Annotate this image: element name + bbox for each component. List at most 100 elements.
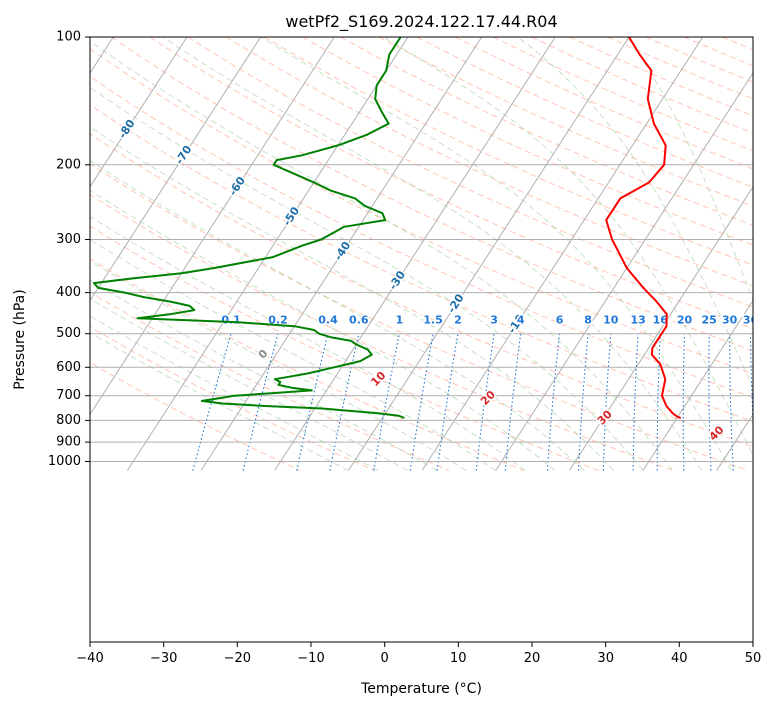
mixing-ratio-label: 0.4 xyxy=(318,314,338,327)
profile-traces xyxy=(93,37,682,419)
background-lines xyxy=(0,37,775,471)
x-tick-label: −20 xyxy=(224,651,251,666)
dry-adiabat-line xyxy=(90,163,749,471)
isotherm-line xyxy=(347,37,630,471)
isotherm-line xyxy=(90,37,188,188)
mixing-ratio-label: 13 xyxy=(631,314,646,327)
mixing-ratio-line xyxy=(504,333,522,471)
moist-adiabat-line xyxy=(90,189,555,471)
mixing-ratio-label: 20 xyxy=(677,314,693,327)
moist-adiabat-line xyxy=(260,37,732,471)
dry-adiabat-line xyxy=(90,326,375,471)
x-tick-label: 20 xyxy=(524,651,541,666)
isotherm-line xyxy=(274,37,556,471)
moist-adiabat-line xyxy=(90,298,408,471)
mixing-ratio-line xyxy=(656,333,661,471)
dry-adiabat-line xyxy=(302,37,753,246)
dry-adiabat-line xyxy=(90,75,753,398)
y-tick-label: 900 xyxy=(56,435,81,450)
mixing-ratio-line xyxy=(729,333,734,471)
isotherm-line xyxy=(495,72,753,471)
dry-adiabat-line xyxy=(149,37,753,330)
mixing-ratio-line xyxy=(577,333,589,471)
isotherm-line xyxy=(0,37,40,471)
moist-adiabat-line xyxy=(90,315,379,471)
x-tick-label: 0 xyxy=(381,651,389,666)
x-tick-label: 50 xyxy=(745,651,762,666)
x-axis-label: Temperature (°C) xyxy=(360,681,482,697)
dry-adiabat-line xyxy=(225,37,753,287)
mixing-ratio-label: 8 xyxy=(584,314,592,327)
isotherm-line xyxy=(90,37,335,416)
mixing-ratio-label: 0.1 xyxy=(221,314,241,327)
moist-adiabat-line xyxy=(90,215,526,471)
x-tick-label: −40 xyxy=(76,651,103,666)
chart-title: wetPf2_S169.2024.122.17.44.R04 xyxy=(285,12,557,32)
y-tick-label: 200 xyxy=(56,157,81,172)
mixing-ratio-line xyxy=(436,333,459,471)
dewpoint-trace xyxy=(93,37,405,419)
plot-background xyxy=(90,37,753,642)
mixing-ratio-line xyxy=(708,333,712,471)
mixing-ratio-line xyxy=(546,333,561,471)
temperature-trace xyxy=(605,37,682,419)
x-axis-ticks: −40 −30 −20 −10 0 10 20 30 40 50 xyxy=(76,642,761,666)
y-axis-label: Pressure (hPa) xyxy=(12,289,28,389)
y-tick-label: 300 xyxy=(56,232,81,247)
y-tick-label: 600 xyxy=(56,360,81,375)
isotherm-line xyxy=(200,37,483,471)
x-tick-label: 30 xyxy=(597,651,614,666)
moist-adiabat-line xyxy=(90,238,497,471)
mixing-ratio-label: 3 xyxy=(490,314,498,327)
mixing-ratio-line xyxy=(475,333,495,471)
mixing-ratio-label: 16 xyxy=(653,314,669,327)
dry-adiabat-line xyxy=(90,193,674,471)
x-tick-label: 40 xyxy=(671,651,688,666)
dry-adiabat-line xyxy=(90,362,301,471)
mixing-ratio-label: 36 xyxy=(743,314,759,327)
mixing-ratio-label: 25 xyxy=(702,314,717,327)
mixing-ratio-label: 4 xyxy=(517,314,525,327)
isotherm-label: -100 xyxy=(5,55,31,85)
x-tick-label: −10 xyxy=(297,651,324,666)
dry-adiabat-line xyxy=(111,37,753,352)
y-tick-label: 700 xyxy=(56,388,81,403)
mixing-ratio-line xyxy=(409,333,434,471)
isotherm-line xyxy=(568,185,753,471)
mixing-ratio-line xyxy=(192,333,232,471)
y-tick-label: 100 xyxy=(56,30,81,45)
mixing-ratio-label: 1.5 xyxy=(423,314,443,327)
moist-adiabat-line xyxy=(90,160,585,471)
dry-adiabat-line xyxy=(760,37,775,471)
x-tick-label: −30 xyxy=(150,651,177,666)
moist-adiabat-line xyxy=(90,279,438,471)
mixing-ratio-label: 1 xyxy=(396,314,404,327)
moist-adiabat-line xyxy=(517,37,753,389)
mixing-ratio-label: 0.6 xyxy=(349,314,369,327)
dry-adiabat-line xyxy=(90,225,599,471)
mixing-ratio-label: 6 xyxy=(556,314,564,327)
mixing-ratio-line xyxy=(242,333,279,471)
moist-adiabat-line xyxy=(382,37,753,457)
dry-adiabat-line xyxy=(90,104,753,423)
dry-adiabat-line xyxy=(264,37,753,266)
dry-adiabat-line xyxy=(90,133,753,448)
dry-adiabat-line xyxy=(187,37,753,308)
mixing-ratio-line xyxy=(329,333,360,471)
y-tick-label: 800 xyxy=(56,413,81,428)
mixing-ratio-line xyxy=(602,333,612,471)
isotherm-line xyxy=(642,299,753,471)
y-tick-label: 400 xyxy=(56,285,81,300)
moist-adiabat-line xyxy=(90,40,673,471)
mixing-ratio-line xyxy=(682,333,686,471)
mixing-ratio-label: 30 xyxy=(722,314,738,327)
isotherm-label: -90 xyxy=(62,87,84,111)
mixing-ratio-line xyxy=(296,333,329,471)
isotherm-line xyxy=(126,37,409,471)
mixing-ratio-label: 10 xyxy=(603,314,619,327)
isotherm-line xyxy=(421,37,704,471)
pressure-gridlines xyxy=(90,37,753,462)
moist-adiabat-line xyxy=(162,37,703,471)
plot-frame xyxy=(89,36,754,643)
